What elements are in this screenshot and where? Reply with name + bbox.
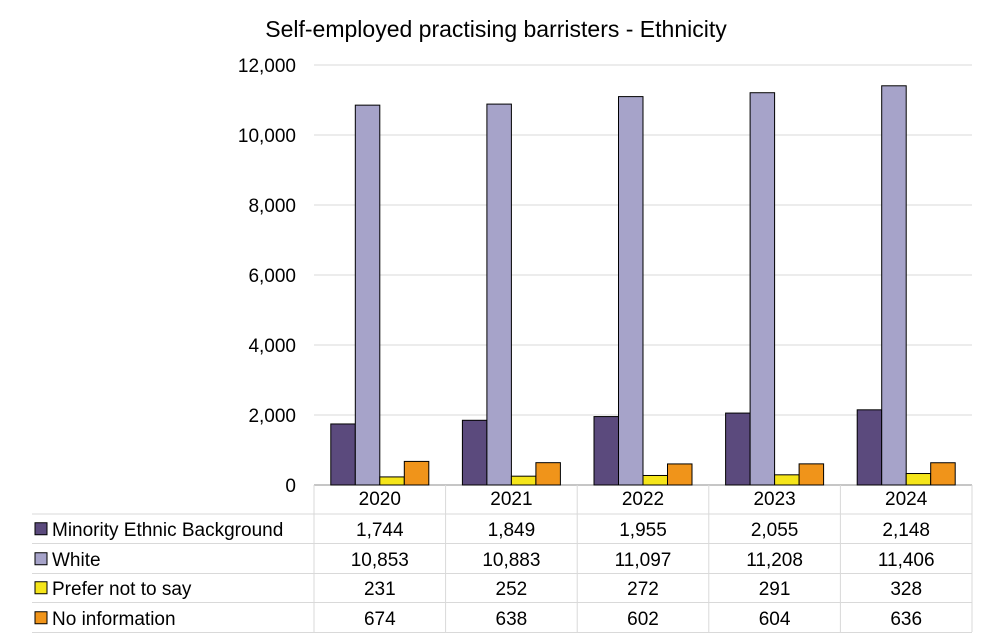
- data-label: 636: [890, 609, 922, 630]
- data-label: 252: [496, 579, 528, 600]
- bar-prefer-not-to-say: [642, 474, 668, 486]
- bar-prefer-not-to-say: [379, 476, 405, 486]
- bar-no-information: [798, 463, 825, 486]
- bar-white: [749, 92, 776, 486]
- data-label: 674: [364, 609, 396, 630]
- bar-minority-ethnic-background: [330, 423, 356, 486]
- data-label: 272: [627, 579, 659, 600]
- data-label: 11,097: [615, 550, 672, 571]
- bar-white: [354, 104, 381, 486]
- x-tick-label: 2022: [622, 489, 664, 510]
- legend-label: No information: [52, 609, 176, 630]
- data-label: 11,208: [746, 550, 803, 571]
- data-label: 231: [364, 579, 396, 600]
- bar-white: [618, 96, 644, 486]
- bar-white: [486, 103, 512, 486]
- data-label: 1,849: [488, 520, 536, 541]
- x-tick-label: 2021: [490, 489, 532, 510]
- data-table: 2020 2021 2022 2023 2024 Minority Ethnic Back…: [32, 485, 973, 633]
- legend-label: White: [52, 550, 101, 571]
- legend-swatch: [34, 581, 48, 595]
- legend-swatch: [34, 611, 48, 625]
- y-axis: 0 2,000 4,000 6,000 8,000 10,000 12,000: [238, 56, 296, 497]
- bar-minority-ethnic-background: [593, 416, 619, 486]
- bar-prefer-not-to-say: [510, 475, 537, 486]
- data-label: 291: [759, 579, 791, 600]
- bar-no-information: [535, 462, 561, 486]
- bar-no-information: [667, 463, 693, 486]
- y-tick-label: 4,000: [248, 336, 296, 357]
- bar-prefer-not-to-say: [774, 474, 800, 486]
- data-label: 638: [496, 609, 528, 630]
- bar-no-information: [403, 460, 430, 486]
- y-tick-label: 12,000: [238, 56, 296, 77]
- data-label: 602: [627, 609, 659, 630]
- legend-swatch: [34, 522, 48, 536]
- bar-minority-ethnic-background: [461, 419, 488, 486]
- data-label: 328: [890, 579, 922, 600]
- y-tick-label: 6,000: [248, 266, 296, 287]
- y-tick-label: 10,000: [238, 126, 296, 147]
- y-tick-label: 8,000: [248, 196, 296, 217]
- x-tick-label: 2023: [753, 489, 795, 510]
- bar-no-information: [930, 462, 956, 486]
- data-label: 604: [759, 609, 791, 630]
- legend-label: Prefer not to say: [52, 579, 192, 600]
- bar-minority-ethnic-background: [725, 412, 751, 486]
- data-label: 11,406: [878, 550, 935, 571]
- y-tick-label: 2,000: [248, 406, 296, 427]
- bar-white: [881, 85, 907, 486]
- legend-label: Minority Ethnic Background: [52, 520, 283, 541]
- bar-minority-ethnic-background: [856, 409, 883, 486]
- y-tick-label: 0: [285, 476, 296, 497]
- x-tick-label: 2024: [885, 489, 928, 510]
- legend-swatch: [34, 552, 48, 566]
- chart-title: Self-employed practising barristers - Et…: [265, 16, 727, 42]
- data-label: 2,148: [882, 520, 930, 541]
- data-label: 1,955: [619, 520, 667, 541]
- data-label: 10,853: [351, 550, 409, 571]
- bars: [330, 85, 956, 486]
- data-label: 10,883: [482, 550, 540, 571]
- x-tick-label: 2020: [359, 489, 401, 510]
- bar-prefer-not-to-say: [905, 473, 932, 486]
- data-label: 2,055: [751, 520, 799, 541]
- data-label: 1,744: [356, 520, 404, 541]
